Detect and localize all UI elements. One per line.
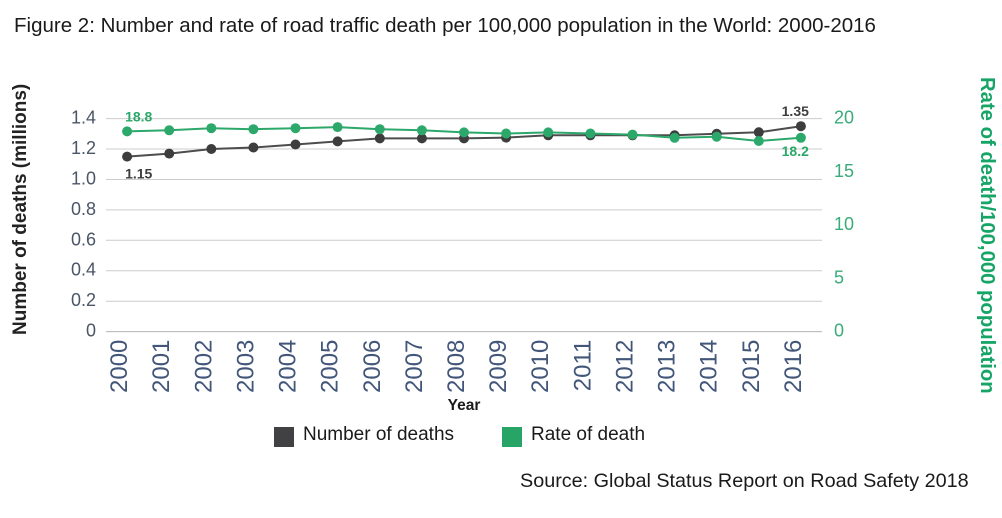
svg-text:1.4: 1.4 xyxy=(71,108,96,128)
svg-text:5: 5 xyxy=(834,267,844,287)
svg-text:2006: 2006 xyxy=(359,340,386,393)
svg-text:0.8: 0.8 xyxy=(71,199,96,219)
svg-text:2005: 2005 xyxy=(317,340,344,393)
svg-text:0.2: 0.2 xyxy=(71,290,96,310)
svg-text:0.4: 0.4 xyxy=(71,260,96,280)
svg-text:0: 0 xyxy=(86,321,96,341)
svg-text:2002: 2002 xyxy=(190,340,217,393)
svg-text:2008: 2008 xyxy=(443,340,470,393)
svg-text:10: 10 xyxy=(834,214,854,234)
svg-text:1.0: 1.0 xyxy=(71,169,96,189)
svg-text:0: 0 xyxy=(834,321,844,341)
svg-text:20: 20 xyxy=(834,108,854,128)
svg-text:1.15: 1.15 xyxy=(125,166,152,182)
svg-text:0.6: 0.6 xyxy=(71,229,96,249)
svg-text:2015: 2015 xyxy=(738,340,765,393)
svg-text:1.2: 1.2 xyxy=(71,138,96,158)
svg-text:2014: 2014 xyxy=(696,340,723,393)
svg-text:18.8: 18.8 xyxy=(125,108,152,124)
svg-text:2013: 2013 xyxy=(654,340,681,393)
svg-text:2004: 2004 xyxy=(275,340,302,393)
svg-text:2001: 2001 xyxy=(148,340,175,393)
svg-text:2000: 2000 xyxy=(106,340,133,393)
svg-text:18.2: 18.2 xyxy=(782,143,809,159)
svg-text:2012: 2012 xyxy=(612,340,639,393)
svg-text:2007: 2007 xyxy=(401,340,428,393)
svg-text:2009: 2009 xyxy=(485,340,512,393)
svg-text:2011: 2011 xyxy=(569,340,596,392)
svg-text:2016: 2016 xyxy=(780,340,807,393)
svg-text:2003: 2003 xyxy=(232,340,259,393)
svg-text:15: 15 xyxy=(834,161,854,181)
svg-text:1.35: 1.35 xyxy=(782,103,809,119)
svg-text:2010: 2010 xyxy=(527,340,554,393)
